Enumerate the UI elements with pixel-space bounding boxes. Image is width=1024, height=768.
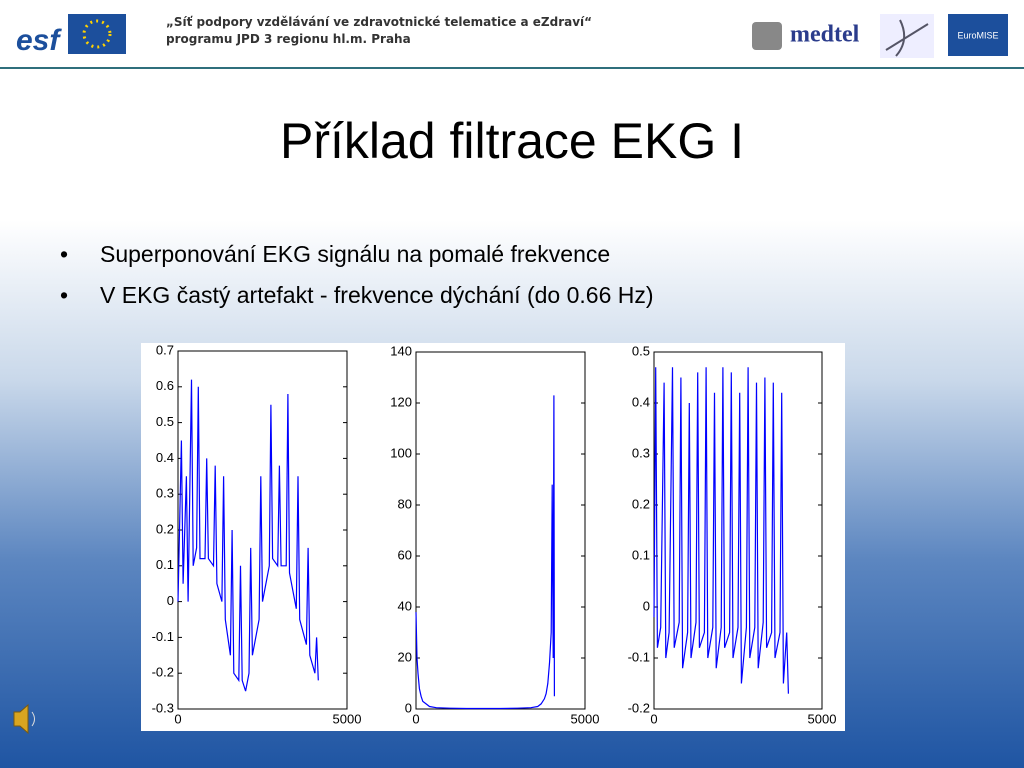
y-tick-label: 0.2 [156, 521, 174, 536]
y-tick-label: -0.1 [152, 629, 174, 644]
y-tick-label: 0.1 [632, 547, 650, 562]
y-tick-label: 100 [390, 445, 412, 460]
medtel-text: medtel [790, 22, 860, 48]
sit-mark [885, 19, 929, 57]
y-tick-label: 0.5 [632, 343, 650, 358]
plot-frame [177, 350, 348, 710]
y-tick-label: 120 [390, 394, 412, 409]
header-line: programu JPD 3 regionu hl.m. Praha [166, 32, 411, 46]
speaker[interactable] [13, 703, 29, 735]
y-tick-label: 80 [398, 496, 412, 511]
y-tick-label: -0.2 [152, 665, 174, 680]
y-tick-label: -0.2 [628, 700, 650, 715]
y-tick-label: 0.4 [156, 450, 174, 465]
medtel-icon [752, 22, 782, 50]
esf-logo [14, 14, 64, 56]
y-tick-label: 140 [390, 343, 412, 358]
x-tick-label: 0 [412, 711, 419, 726]
header-logos: esf medtel EuroMISE [14, 14, 1008, 58]
bullet-text: V EKG častý artefakt - frekvence dýchání… [100, 282, 654, 308]
x-tick-label: 5000 [808, 711, 837, 726]
plot-frame [415, 351, 586, 710]
signal-line [177, 379, 319, 692]
header-line: „Síť podpory vzdělávání ve zdravotnické … [166, 15, 593, 29]
euromise-text: EuroMISE [957, 30, 998, 40]
y-tick-label: 0.7 [156, 342, 174, 357]
y-tick-label: 0.6 [156, 378, 174, 393]
plot-frame [653, 351, 823, 710]
esf-text: esf [16, 24, 62, 57]
bullet: • V EKG častý artefakt - frekvence dýchán… [60, 282, 654, 308]
y-tick-label: 40 [398, 598, 412, 613]
y-tick-label: -0.1 [628, 649, 650, 664]
y-tick-label: 0 [167, 593, 174, 608]
y-tick-label: 0 [405, 700, 412, 715]
slide-title: Příklad filtrace EKG I [279, 113, 745, 169]
y-tick-label: 0.5 [156, 414, 174, 429]
y-tick-label: 0.4 [632, 394, 650, 409]
speaker-icon[interactable] [13, 703, 35, 735]
y-tick-label: -0.3 [152, 700, 174, 715]
bullet: • Superponování EKG signálu na pomalé fre… [60, 241, 611, 267]
y-tick-label: 20 [398, 649, 412, 664]
eu-stars [82, 19, 112, 49]
signal-line [415, 395, 555, 710]
x-tick-label: 5000 [571, 711, 600, 726]
y-tick-label: 0.3 [156, 486, 174, 501]
speaker-wave [31, 711, 35, 727]
header: esf medtel EuroMISE „Síť podpory vzděláv… [0, 0, 1024, 69]
signal-line [653, 367, 789, 694]
y-tick-label: 0.2 [632, 496, 650, 511]
euromise-logo [948, 14, 1008, 56]
y-tick-label: 0 [643, 598, 650, 613]
y-tick-label: 0.3 [632, 445, 650, 460]
y-tick-label: 60 [398, 547, 412, 562]
x-tick-label: 5000 [333, 711, 362, 726]
y-tick-label: 0.1 [156, 557, 174, 572]
x-tick-label: 0 [174, 711, 181, 726]
bullet-text: Superponování EKG signálu na pomalé frek… [100, 241, 611, 267]
x-tick-label: 0 [650, 711, 657, 726]
